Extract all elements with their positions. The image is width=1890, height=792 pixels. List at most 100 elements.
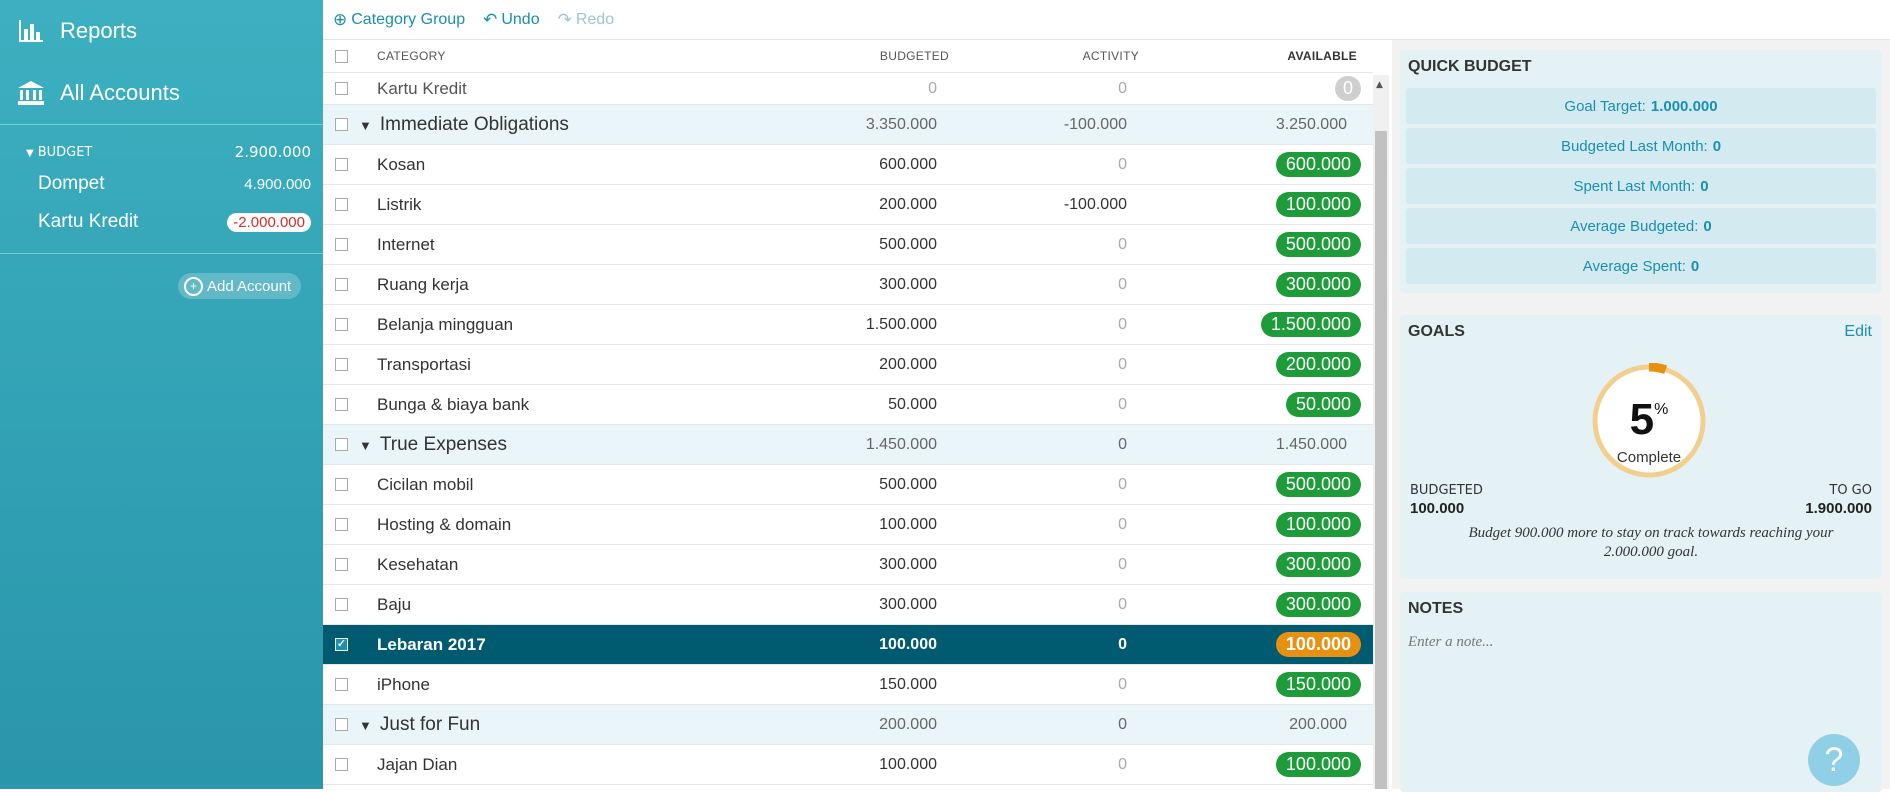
category-name[interactable]: Cicilan mobil <box>377 475 473 495</box>
activity-cell[interactable]: 0 <box>1118 395 1127 413</box>
activity-cell[interactable]: 0 <box>1118 275 1127 293</box>
row-checkbox[interactable] <box>335 118 348 131</box>
category-name[interactable]: Lebaran 2017 <box>377 635 486 655</box>
category-row[interactable]: Listrik 200.000 -100.000 100.000 <box>323 185 1373 225</box>
notes-input[interactable]: Enter a note... <box>1408 634 1494 650</box>
available-pill[interactable]: 600.000 <box>1275 152 1361 177</box>
budget-group-header[interactable]: ▼ BUDGET 2.900.000 <box>0 139 323 165</box>
category-row[interactable]: Belanja mingguan 1.500.000 0 1.500.000 <box>323 305 1373 345</box>
select-all-checkbox[interactable] <box>335 49 348 63</box>
quick-budget-goal-target[interactable]: Goal Target: 1.000.000 <box>1406 88 1876 124</box>
available-pill[interactable]: 100.000 <box>1275 512 1361 537</box>
nav-reports[interactable]: Reports <box>0 0 323 62</box>
row-checkbox[interactable] <box>335 478 348 491</box>
budgeted-cell[interactable]: 100.000 <box>879 755 937 773</box>
category-name[interactable]: Kosan <box>377 155 425 175</box>
row-checkbox[interactable] <box>335 318 348 331</box>
activity-cell[interactable]: 0 <box>1118 475 1127 493</box>
budgeted-cell[interactable]: 1.450.000 <box>865 435 937 453</box>
category-name[interactable]: iPhone <box>377 675 430 695</box>
budgeted-cell[interactable]: 3.350.000 <box>865 115 937 133</box>
activity-cell[interactable]: 0 <box>1118 315 1127 333</box>
budgeted-cell[interactable]: 300.000 <box>879 275 937 293</box>
quick-budget-spent-last-month[interactable]: Spent Last Month: 0 <box>1406 168 1876 204</box>
category-row[interactable]: Jajan Dian 100.000 0 100.000 <box>323 745 1373 785</box>
category-row[interactable]: Baju 300.000 0 300.000 <box>323 585 1373 625</box>
scroll-up-arrow-icon[interactable]: ▲ <box>1376 80 1383 90</box>
help-button[interactable]: ? <box>1808 734 1860 786</box>
available-pill[interactable]: 0 <box>1334 76 1361 101</box>
activity-cell[interactable]: 0 <box>1118 715 1127 733</box>
category-name[interactable]: Kartu Kredit <box>377 79 467 99</box>
category-row[interactable]: ✓ Lebaran 2017 100.000 0 100.000 <box>323 625 1373 665</box>
budgeted-cell[interactable]: 100.000 <box>879 515 937 533</box>
activity-cell[interactable]: 0 <box>1118 595 1127 613</box>
available-cell[interactable]: 1.450.000 <box>1275 435 1347 453</box>
row-checkbox[interactable] <box>335 82 348 95</box>
group-name[interactable]: ▼ Just for Fun <box>359 714 480 736</box>
group-name[interactable]: ▼ True Expenses <box>359 434 507 456</box>
category-row[interactable]: Cicilan mobil 500.000 0 500.000 <box>323 465 1373 505</box>
category-name[interactable]: Ruang kerja <box>377 275 469 295</box>
available-cell[interactable]: 3.250.000 <box>1275 115 1347 133</box>
row-checkbox[interactable] <box>335 558 348 571</box>
activity-cell[interactable]: -100.000 <box>1063 115 1127 133</box>
category-name[interactable]: Kesehatan <box>377 555 458 575</box>
row-checkbox[interactable] <box>335 518 348 531</box>
activity-cell[interactable]: 0 <box>1118 515 1127 533</box>
budgeted-cell[interactable]: 100.000 <box>879 635 937 653</box>
category-row[interactable]: Ruang kerja 300.000 0 300.000 <box>323 265 1373 305</box>
row-checkbox[interactable] <box>335 398 348 411</box>
add-category-group-button[interactable]: ⊕ Category Group <box>333 10 465 30</box>
category-name[interactable]: Belanja mingguan <box>377 315 513 335</box>
category-name[interactable]: Baju <box>377 595 411 615</box>
category-row[interactable]: Hosting & domain 100.000 0 100.000 <box>323 505 1373 545</box>
header-activity[interactable]: ACTIVITY <box>1082 49 1139 63</box>
budgeted-cell[interactable]: 150.000 <box>879 675 937 693</box>
collapse-triangle-icon[interactable]: ▼ <box>359 437 372 453</box>
undo-button[interactable]: ↶ Undo <box>483 10 540 30</box>
available-pill[interactable]: 200.000 <box>1275 352 1361 377</box>
budgeted-cell[interactable]: 600.000 <box>879 155 937 173</box>
quick-budget-budgeted-last-month[interactable]: Budgeted Last Month: 0 <box>1406 128 1876 164</box>
activity-cell[interactable]: 0 <box>1118 235 1127 253</box>
group-name[interactable]: ▼ Immediate Obligations <box>359 114 569 136</box>
activity-cell[interactable]: 0 <box>1118 635 1127 653</box>
add-account-button[interactable]: + Add Account <box>178 273 302 299</box>
budgeted-cell[interactable]: 200.000 <box>879 355 937 373</box>
account-dompet[interactable]: Dompet 4.900.000 <box>0 165 323 203</box>
redo-button[interactable]: ↷ Redo <box>558 10 615 30</box>
activity-cell[interactable]: 0 <box>1118 355 1127 373</box>
category-row[interactable]: Internet 500.000 0 500.000 <box>323 225 1373 265</box>
row-checkbox[interactable] <box>335 438 348 451</box>
category-group-row[interactable]: ▼ Just for Fun 200.000 0 200.000 <box>323 705 1373 745</box>
collapse-triangle-icon[interactable]: ▼ <box>359 117 372 133</box>
category-row[interactable]: Kesehatan 300.000 0 300.000 <box>323 545 1373 585</box>
row-checkbox[interactable] <box>335 198 348 211</box>
activity-cell[interactable]: 0 <box>1118 435 1127 453</box>
category-name[interactable]: Transportasi <box>377 355 471 375</box>
nav-all-accounts[interactable]: All Accounts <box>0 62 323 124</box>
available-pill[interactable]: 500.000 <box>1275 472 1361 497</box>
budgeted-cell[interactable]: 0 <box>928 79 937 97</box>
category-row[interactable]: Kosan 600.000 0 600.000 <box>323 145 1373 185</box>
budgeted-cell[interactable]: 200.000 <box>879 715 937 733</box>
row-checkbox[interactable] <box>335 758 348 771</box>
row-checkbox[interactable] <box>335 238 348 251</box>
header-category[interactable]: CATEGORY <box>377 49 446 63</box>
category-name[interactable]: Bunga & biaya bank <box>377 395 529 415</box>
activity-cell[interactable]: 0 <box>1118 79 1127 97</box>
scrollbar-thumb[interactable] <box>1375 131 1387 789</box>
row-checkbox[interactable] <box>335 278 348 291</box>
row-checkbox[interactable] <box>335 158 348 171</box>
available-pill[interactable]: 1.500.000 <box>1260 312 1361 337</box>
category-name[interactable]: Hosting & domain <box>377 515 511 535</box>
category-group-row[interactable]: ▼ True Expenses 1.450.000 0 1.450.000 <box>323 425 1373 465</box>
row-checkbox[interactable] <box>335 678 348 691</box>
available-pill[interactable]: 300.000 <box>1275 592 1361 617</box>
activity-cell[interactable]: -100.000 <box>1063 195 1127 213</box>
row-checkbox[interactable] <box>335 598 348 611</box>
header-budgeted[interactable]: BUDGETED <box>879 49 949 63</box>
available-pill[interactable]: 50.000 <box>1285 392 1361 417</box>
available-cell[interactable]: 200.000 <box>1289 715 1347 733</box>
